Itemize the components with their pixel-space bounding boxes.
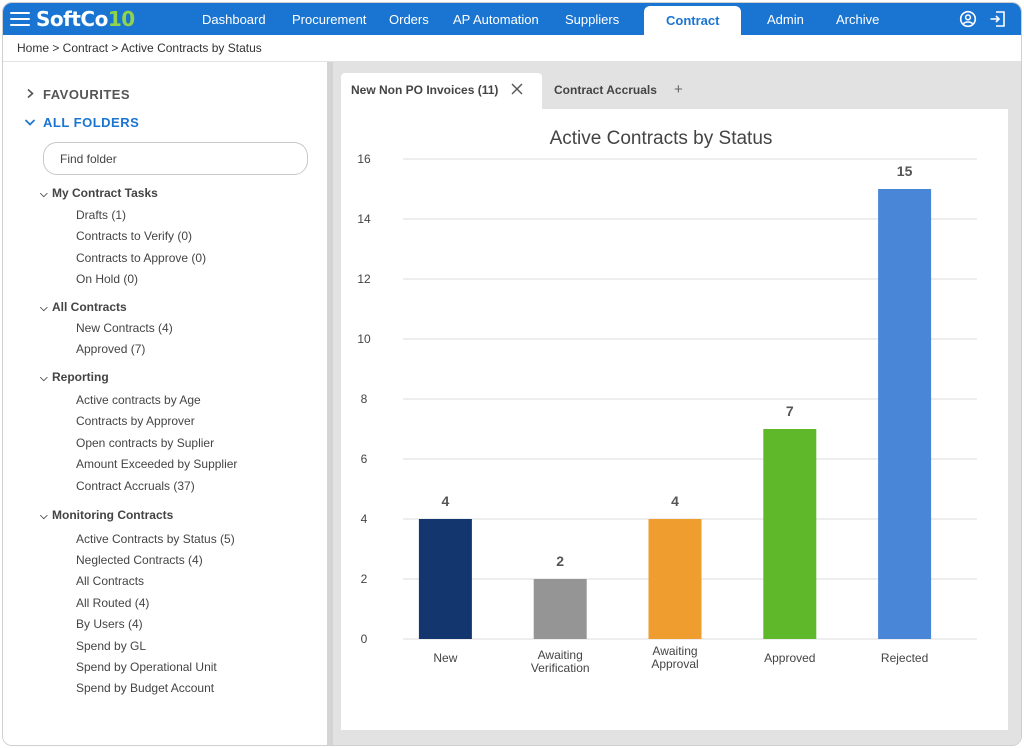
breadcrumb[interactable]: Home > Contract > Active Contracts by St…	[17, 41, 262, 55]
folder-item[interactable]: Spend by Budget Account	[76, 681, 215, 695]
y-tick-label: 10	[357, 332, 371, 346]
user-circle-icon[interactable]	[959, 10, 977, 28]
data-label: 4	[671, 493, 679, 509]
tab-label: New Non PO Invoices (11)	[351, 83, 499, 97]
folder-group-reporting[interactable]: ⌵ Reporting	[40, 370, 109, 384]
y-tick-label: 12	[357, 272, 371, 286]
chevron-down-icon: ⌵	[40, 373, 48, 384]
folder-item[interactable]: Contracts to Approve (0)	[76, 251, 207, 265]
add-tab-button[interactable]: +	[674, 81, 683, 98]
softco-logo[interactable]: SoftCo10	[36, 7, 135, 31]
nav-orders[interactable]: Orders	[389, 12, 429, 27]
bar-chart: Active Contracts by Status 0 2 4 6 8 10 12 14 16 4…	[357, 128, 977, 675]
nav-archive[interactable]: Archive	[836, 12, 880, 27]
folder-item[interactable]: Spend by Operational Unit	[76, 660, 217, 674]
folder-item[interactable]: Approved (7)	[76, 342, 146, 356]
chart-panel: Active Contracts by Status 0 2 4 6 8 10 12 14 16 4…	[341, 109, 1008, 730]
chevron-right-icon	[27, 88, 34, 99]
y-tick-label: 0	[361, 632, 368, 646]
x-tick-label: Approval	[651, 657, 698, 671]
chevron-down-icon: ⌵	[40, 303, 48, 314]
folder-item[interactable]: Active contracts by Age	[76, 393, 201, 407]
nav-contract[interactable]: Contract	[644, 6, 742, 35]
folder-item-active-contracts-by-status[interactable]: Active Contracts by Status (5)	[76, 532, 235, 546]
folder-group-my-contract-tasks[interactable]: ⌵ My Contract Tasks	[40, 186, 158, 200]
y-tick-label: 4	[361, 512, 368, 526]
x-tick-label: Rejected	[881, 651, 928, 665]
folder-item[interactable]: Neglected Contracts (4)	[76, 553, 203, 567]
folder-item[interactable]: Amount Exceeded by Supplier	[76, 457, 238, 471]
x-tick-label: New	[433, 651, 457, 665]
folder-group-monitoring-contracts[interactable]: ⌵ Monitoring Contracts	[40, 508, 174, 522]
all-folders-toggle[interactable]: ALL FOLDERS	[23, 115, 139, 130]
nav-dashboard[interactable]: Dashboard	[202, 12, 266, 27]
all-folders-label: ALL FOLDERS	[43, 115, 140, 130]
find-folder-input[interactable]	[43, 142, 308, 175]
data-label: 15	[897, 163, 913, 179]
data-label: 4	[442, 493, 450, 509]
x-tick-label: Awaiting	[652, 644, 697, 658]
folder-item[interactable]: By Users (4)	[76, 617, 143, 631]
sidebar-resize-handle[interactable]	[327, 62, 333, 745]
folder-item[interactable]: Contract Accruals (37)	[76, 479, 195, 493]
folder-item[interactable]: Contracts to Verify (0)	[76, 229, 193, 243]
y-tick-label: 2	[361, 572, 368, 586]
bar	[878, 189, 932, 639]
y-tick-label: 16	[357, 152, 371, 166]
folder-item[interactable]: All Routed (4)	[76, 596, 150, 610]
tab-new-non-po-invoices[interactable]: New Non PO Invoices (11)	[341, 73, 542, 109]
breadcrumb-divider	[3, 61, 1021, 62]
folder-item[interactable]: On Hold (0)	[76, 272, 139, 286]
nav-ap-automation[interactable]: AP Automation	[453, 12, 539, 27]
bar	[533, 579, 587, 639]
chart-title: Active Contracts by Status	[550, 128, 773, 149]
chevron-down-icon: ⌵	[40, 511, 48, 522]
folder-item[interactable]: Spend by GL	[76, 639, 147, 653]
folder-sidebar: FAVOURITES ALL FOLDERS ⌵My Contract Task…	[3, 62, 329, 745]
tab-contract-accruals[interactable]: Contract Accruals	[554, 83, 657, 97]
data-label: 7	[786, 403, 794, 419]
nav-procurement[interactable]: Procurement	[292, 12, 367, 27]
folder-item[interactable]: Contracts by Approver	[76, 414, 195, 428]
main-content: New Non PO Invoices (11) Contract Accrua…	[333, 62, 1021, 745]
folder-group-all-contracts[interactable]: ⌵ All Contracts	[40, 300, 127, 314]
hamburger-menu-icon[interactable]	[9, 9, 31, 29]
folder-item[interactable]: New Contracts (4)	[76, 321, 173, 335]
top-nav-bar: SoftCo10 Dashboard Procurement Orders AP…	[3, 3, 1021, 35]
favourites-label: FAVOURITES	[43, 87, 131, 102]
bar	[763, 429, 817, 639]
logout-icon[interactable]	[989, 10, 1007, 28]
close-tab-icon[interactable]	[510, 82, 524, 96]
y-tick-label: 8	[361, 392, 368, 406]
favourites-toggle[interactable]: FAVOURITES	[23, 87, 130, 102]
folder-item[interactable]: Drafts (1)	[76, 208, 127, 222]
bar	[418, 519, 472, 639]
y-tick-label: 6	[361, 452, 368, 466]
chevron-down-icon: ⌵	[40, 189, 48, 200]
chevron-down-icon	[24, 119, 36, 126]
x-tick-label: Approved	[764, 651, 815, 665]
bar	[648, 519, 702, 639]
nav-admin[interactable]: Admin	[767, 12, 804, 27]
folder-item[interactable]: Open contracts by Suplier	[76, 436, 215, 450]
x-tick-label: Awaiting	[538, 648, 583, 662]
x-tick-label: Verification	[531, 661, 590, 675]
folder-item[interactable]: All Contracts	[76, 574, 145, 588]
data-label: 2	[556, 553, 564, 569]
y-tick-label: 14	[357, 212, 371, 226]
nav-suppliers[interactable]: Suppliers	[565, 12, 620, 27]
